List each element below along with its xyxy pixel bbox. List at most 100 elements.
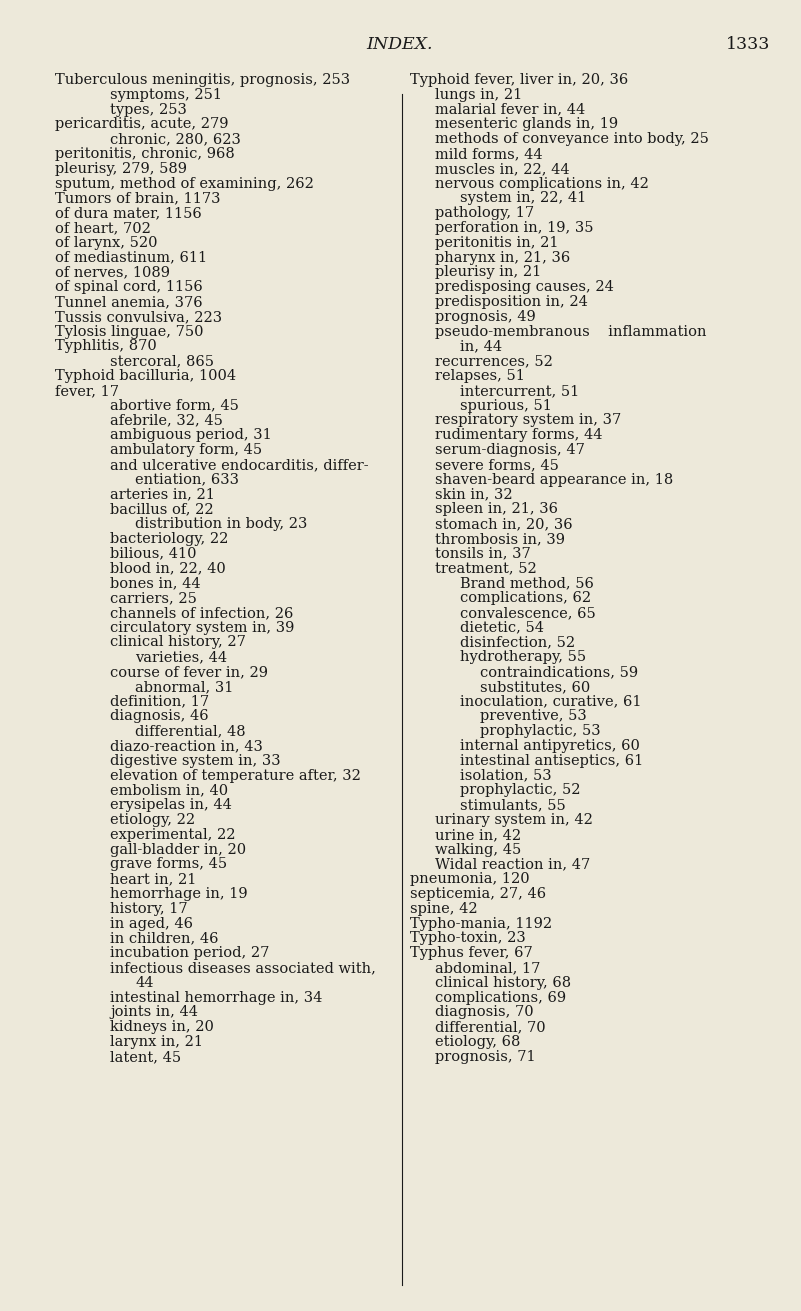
Text: in children, 46: in children, 46 bbox=[110, 931, 219, 945]
Text: peritonitis, chronic, 968: peritonitis, chronic, 968 bbox=[55, 147, 235, 161]
Text: diazo-reaction in, 43: diazo-reaction in, 43 bbox=[110, 739, 263, 753]
Text: walking, 45: walking, 45 bbox=[435, 843, 521, 856]
Text: clinical history, 27: clinical history, 27 bbox=[110, 636, 246, 649]
Text: channels of infection, 26: channels of infection, 26 bbox=[110, 606, 293, 620]
Text: serum-diagnosis, 47: serum-diagnosis, 47 bbox=[435, 443, 585, 458]
Text: mesenteric glands in, 19: mesenteric glands in, 19 bbox=[435, 118, 618, 131]
Text: Typhoid fever, liver in, 20, 36: Typhoid fever, liver in, 20, 36 bbox=[410, 73, 628, 87]
Text: elevation of temperature after, 32: elevation of temperature after, 32 bbox=[110, 768, 361, 783]
Text: Tunnel anemia, 376: Tunnel anemia, 376 bbox=[55, 295, 203, 309]
Text: abortive form, 45: abortive form, 45 bbox=[110, 399, 239, 413]
Text: chronic, 280, 623: chronic, 280, 623 bbox=[110, 132, 241, 147]
Text: prognosis, 49: prognosis, 49 bbox=[435, 309, 536, 324]
Text: circulatory system in, 39: circulatory system in, 39 bbox=[110, 620, 295, 635]
Text: lungs in, 21: lungs in, 21 bbox=[435, 88, 522, 102]
Text: convalescence, 65: convalescence, 65 bbox=[460, 606, 596, 620]
Text: complications, 69: complications, 69 bbox=[435, 991, 566, 1004]
Text: in, 44: in, 44 bbox=[460, 340, 502, 354]
Text: Widal reaction in, 47: Widal reaction in, 47 bbox=[435, 857, 590, 872]
Text: erysipelas in, 44: erysipelas in, 44 bbox=[110, 798, 231, 813]
Text: Typho-mania, 1192: Typho-mania, 1192 bbox=[410, 916, 552, 931]
Text: abnormal, 31: abnormal, 31 bbox=[135, 680, 233, 694]
Text: urinary system in, 42: urinary system in, 42 bbox=[435, 813, 593, 827]
Text: entiation, 633: entiation, 633 bbox=[135, 472, 239, 486]
Text: tonsils in, 37: tonsils in, 37 bbox=[435, 547, 531, 561]
Text: experimental, 22: experimental, 22 bbox=[110, 827, 235, 842]
Text: Typhus fever, 67: Typhus fever, 67 bbox=[410, 947, 533, 960]
Text: spine, 42: spine, 42 bbox=[410, 902, 477, 916]
Text: bacillus of, 22: bacillus of, 22 bbox=[110, 502, 214, 517]
Text: in aged, 46: in aged, 46 bbox=[110, 916, 193, 931]
Text: thrombosis in, 39: thrombosis in, 39 bbox=[435, 532, 565, 545]
Text: Brand method, 56: Brand method, 56 bbox=[460, 577, 594, 590]
Text: stercoral, 865: stercoral, 865 bbox=[110, 354, 214, 368]
Text: sputum, method of examining, 262: sputum, method of examining, 262 bbox=[55, 177, 314, 190]
Text: intestinal hemorrhage in, 34: intestinal hemorrhage in, 34 bbox=[110, 991, 322, 1004]
Text: digestive system in, 33: digestive system in, 33 bbox=[110, 754, 280, 768]
Text: relapses, 51: relapses, 51 bbox=[435, 368, 525, 383]
Text: Tumors of brain, 1173: Tumors of brain, 1173 bbox=[55, 191, 220, 206]
Text: intestinal antiseptics, 61: intestinal antiseptics, 61 bbox=[460, 754, 643, 768]
Text: of larynx, 520: of larynx, 520 bbox=[55, 236, 158, 250]
Text: Tussis convulsiva, 223: Tussis convulsiva, 223 bbox=[55, 309, 222, 324]
Text: intercurrent, 51: intercurrent, 51 bbox=[460, 384, 579, 397]
Text: course of fever in, 29: course of fever in, 29 bbox=[110, 665, 268, 679]
Text: rudimentary forms, 44: rudimentary forms, 44 bbox=[435, 429, 602, 442]
Text: stomach in, 20, 36: stomach in, 20, 36 bbox=[435, 517, 573, 531]
Text: septicemia, 27, 46: septicemia, 27, 46 bbox=[410, 888, 546, 901]
Text: carriers, 25: carriers, 25 bbox=[110, 591, 197, 604]
Text: stimulants, 55: stimulants, 55 bbox=[460, 798, 566, 813]
Text: symptoms, 251: symptoms, 251 bbox=[110, 88, 222, 102]
Text: varieties, 44: varieties, 44 bbox=[135, 650, 227, 665]
Text: spurious, 51: spurious, 51 bbox=[460, 399, 552, 413]
Text: of dura mater, 1156: of dura mater, 1156 bbox=[55, 206, 202, 220]
Text: fever, 17: fever, 17 bbox=[55, 384, 119, 397]
Text: preventive, 53: preventive, 53 bbox=[480, 709, 587, 724]
Text: etiology, 22: etiology, 22 bbox=[110, 813, 195, 827]
Text: Tylosis linguae, 750: Tylosis linguae, 750 bbox=[55, 325, 203, 338]
Text: 1333: 1333 bbox=[726, 35, 770, 52]
Text: definition, 17: definition, 17 bbox=[110, 695, 209, 709]
Text: INDEX.: INDEX. bbox=[367, 35, 433, 52]
Text: diagnosis, 70: diagnosis, 70 bbox=[435, 1006, 533, 1020]
Text: hemorrhage in, 19: hemorrhage in, 19 bbox=[110, 888, 248, 901]
Text: infectious diseases associated with,: infectious diseases associated with, bbox=[110, 961, 376, 975]
Text: prophylactic, 52: prophylactic, 52 bbox=[460, 784, 581, 797]
Text: malarial fever in, 44: malarial fever in, 44 bbox=[435, 102, 586, 117]
Text: complications, 62: complications, 62 bbox=[460, 591, 591, 604]
Text: predisposition in, 24: predisposition in, 24 bbox=[435, 295, 588, 309]
Text: incubation period, 27: incubation period, 27 bbox=[110, 947, 269, 960]
Text: pseudo-membranous    inflammation: pseudo-membranous inflammation bbox=[435, 325, 706, 338]
Text: spleen in, 21, 36: spleen in, 21, 36 bbox=[435, 502, 558, 517]
Text: embolism in, 40: embolism in, 40 bbox=[110, 784, 228, 797]
Text: diagnosis, 46: diagnosis, 46 bbox=[110, 709, 208, 724]
Text: substitutes, 60: substitutes, 60 bbox=[480, 680, 590, 694]
Text: recurrences, 52: recurrences, 52 bbox=[435, 354, 553, 368]
Text: abdominal, 17: abdominal, 17 bbox=[435, 961, 541, 975]
Text: clinical history, 68: clinical history, 68 bbox=[435, 975, 571, 990]
Text: pathology, 17: pathology, 17 bbox=[435, 206, 534, 220]
Text: grave forms, 45: grave forms, 45 bbox=[110, 857, 227, 872]
Text: muscles in, 22, 44: muscles in, 22, 44 bbox=[435, 161, 570, 176]
Text: arteries in, 21: arteries in, 21 bbox=[110, 488, 215, 501]
Text: contraindications, 59: contraindications, 59 bbox=[480, 665, 638, 679]
Text: disinfection, 52: disinfection, 52 bbox=[460, 636, 575, 649]
Text: joints in, 44: joints in, 44 bbox=[110, 1006, 198, 1020]
Text: methods of conveyance into body, 25: methods of conveyance into body, 25 bbox=[435, 132, 709, 147]
Text: pericarditis, acute, 279: pericarditis, acute, 279 bbox=[55, 118, 228, 131]
Text: Typho-toxin, 23: Typho-toxin, 23 bbox=[410, 931, 525, 945]
Text: treatment, 52: treatment, 52 bbox=[435, 561, 537, 576]
Text: hydrotherapy, 55: hydrotherapy, 55 bbox=[460, 650, 586, 665]
Text: Typhlitis, 870: Typhlitis, 870 bbox=[55, 340, 157, 354]
Text: peritonitis in, 21: peritonitis in, 21 bbox=[435, 236, 558, 250]
Text: dietetic, 54: dietetic, 54 bbox=[460, 620, 544, 635]
Text: isolation, 53: isolation, 53 bbox=[460, 768, 552, 783]
Text: prophylactic, 53: prophylactic, 53 bbox=[480, 724, 601, 738]
Text: pleurisy, 279, 589: pleurisy, 279, 589 bbox=[55, 161, 187, 176]
Text: system in, 22, 41: system in, 22, 41 bbox=[460, 191, 586, 206]
Text: blood in, 22, 40: blood in, 22, 40 bbox=[110, 561, 226, 576]
Text: types, 253: types, 253 bbox=[110, 102, 187, 117]
Text: bacteriology, 22: bacteriology, 22 bbox=[110, 532, 228, 545]
Text: Tuberculous meningitis, prognosis, 253: Tuberculous meningitis, prognosis, 253 bbox=[55, 73, 350, 87]
Text: heart in, 21: heart in, 21 bbox=[110, 872, 196, 886]
